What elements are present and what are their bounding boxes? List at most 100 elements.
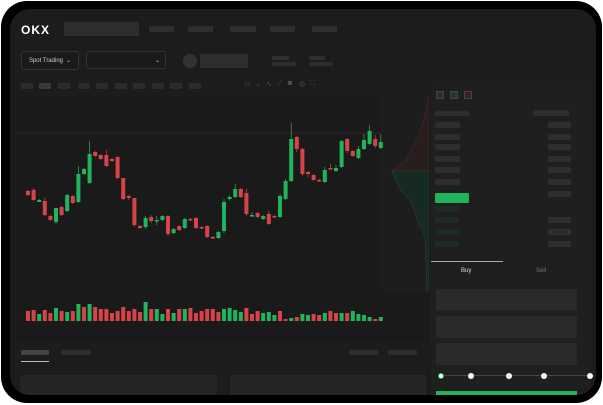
volume-bar <box>356 314 361 321</box>
tab-sell[interactable]: Sell <box>536 268 547 274</box>
candle-body <box>311 175 316 180</box>
candle-body <box>149 217 154 221</box>
candle-body <box>210 237 215 239</box>
tab-open-orders[interactable] <box>21 350 49 355</box>
slider-mark-50[interactable] <box>506 373 512 379</box>
fullscreen-icon[interactable]: ⛶ <box>310 80 315 87</box>
spot-trading-button[interactable]: Spot Trading ⌄ <box>21 51 79 70</box>
candle-body <box>373 139 378 146</box>
ask-price <box>435 134 460 140</box>
order-card <box>20 375 217 395</box>
slider-mark-25[interactable] <box>468 373 474 379</box>
orderbook-panel: Buy Sell <box>431 81 593 395</box>
orderbook-both-icon[interactable] <box>436 91 444 99</box>
candle-body <box>42 201 47 215</box>
candle-type-icon[interactable]: ▭ <box>244 81 251 88</box>
volume-bar <box>289 318 294 321</box>
volume-bar <box>82 307 86 321</box>
total-input[interactable] <box>436 343 577 365</box>
nav-item[interactable] <box>312 26 337 32</box>
volume-bar <box>54 308 58 321</box>
buy-submit-button[interactable] <box>436 391 577 395</box>
volume-bar <box>177 309 182 321</box>
settings-icon[interactable]: ◎ <box>299 81 306 88</box>
volume-bar <box>378 317 383 321</box>
volume-bar <box>266 312 271 321</box>
ruler-icon[interactable]: ⟋ <box>277 80 282 87</box>
candle-body <box>194 218 198 228</box>
timeframe-button[interactable] <box>58 83 70 89</box>
volume-bar <box>87 304 92 321</box>
candle-body <box>244 193 249 214</box>
volume-bar <box>328 311 333 321</box>
pair-select[interactable]: ⌄ <box>86 51 166 69</box>
volume-bar <box>26 311 30 321</box>
timeframe-button[interactable] <box>78 83 90 89</box>
volume-bar <box>345 313 350 321</box>
tab-order-history[interactable] <box>61 350 91 355</box>
candlestick-chart[interactable] <box>16 95 430 341</box>
volume-bar <box>311 314 316 321</box>
line-tool-icon[interactable]: ∿ <box>266 81 272 88</box>
ask-price <box>435 144 460 150</box>
ask-price <box>435 156 460 162</box>
slider-mark-75[interactable] <box>541 373 547 379</box>
timeframe-button[interactable] <box>21 83 33 89</box>
candle-body <box>177 226 182 230</box>
indicator-icon[interactable]: ⌄ <box>255 81 261 88</box>
volume-bar <box>272 315 277 321</box>
timeframe-button[interactable] <box>189 83 201 89</box>
orderbook-asks-icon[interactable] <box>464 91 472 99</box>
orderbook-bids-icon[interactable] <box>450 91 458 99</box>
amount-input[interactable] <box>436 316 577 338</box>
candle-body <box>255 213 260 217</box>
filter-button[interactable] <box>388 350 417 355</box>
timeframe-button[interactable] <box>96 83 108 89</box>
ask-size <box>548 191 571 197</box>
pair-name <box>200 54 248 68</box>
volume-bar <box>216 312 221 321</box>
camera-icon[interactable]: ◙ <box>288 80 293 87</box>
tab-buy[interactable]: Buy <box>461 268 472 274</box>
volume-bar <box>317 315 322 321</box>
volume-bar <box>278 311 282 321</box>
nav-item[interactable] <box>188 26 213 32</box>
candle-body <box>345 139 350 151</box>
nav-item[interactable] <box>230 26 256 32</box>
candle-body <box>31 190 36 200</box>
timeframe-button[interactable] <box>170 83 182 89</box>
bid-size <box>548 241 571 247</box>
ask-size <box>548 179 571 185</box>
volume-bar <box>334 313 338 321</box>
search-bar[interactable] <box>64 22 139 36</box>
tab-underline <box>21 361 49 362</box>
candle-body <box>328 168 333 170</box>
volume-bar <box>199 311 204 321</box>
slider-handle[interactable] <box>438 373 444 379</box>
volume-bar <box>115 311 120 321</box>
candle-body <box>65 195 70 211</box>
bid-size <box>548 229 571 235</box>
timeframe-button[interactable] <box>133 83 145 89</box>
app-screen: OKX Spot Trading ⌄ ⌄ ▭ ⌄ ∿ ⟋ ◙ ◎ ⛶ Buy Sell <box>10 9 596 395</box>
timeframe-button[interactable] <box>115 83 127 89</box>
filter-button[interactable] <box>349 350 378 355</box>
candle-body <box>115 157 120 178</box>
timeframe-button[interactable] <box>152 83 164 89</box>
candle-body <box>233 189 238 197</box>
buy-tab-underline <box>431 261 503 262</box>
chart-svg <box>16 95 430 321</box>
volume-bar <box>31 310 36 321</box>
candle-body <box>143 218 148 227</box>
slider-mark-100[interactable] <box>587 373 593 379</box>
volume-bar <box>294 317 299 321</box>
nav-item[interactable] <box>149 26 174 32</box>
candle-body <box>294 137 299 149</box>
volume-bar <box>244 308 249 321</box>
nav-item[interactable] <box>270 26 295 32</box>
amount-slider[interactable] <box>438 373 593 379</box>
candle-body <box>171 229 176 233</box>
last-price <box>435 193 469 203</box>
timeframe-button[interactable] <box>39 83 51 89</box>
price-input[interactable] <box>436 289 577 310</box>
